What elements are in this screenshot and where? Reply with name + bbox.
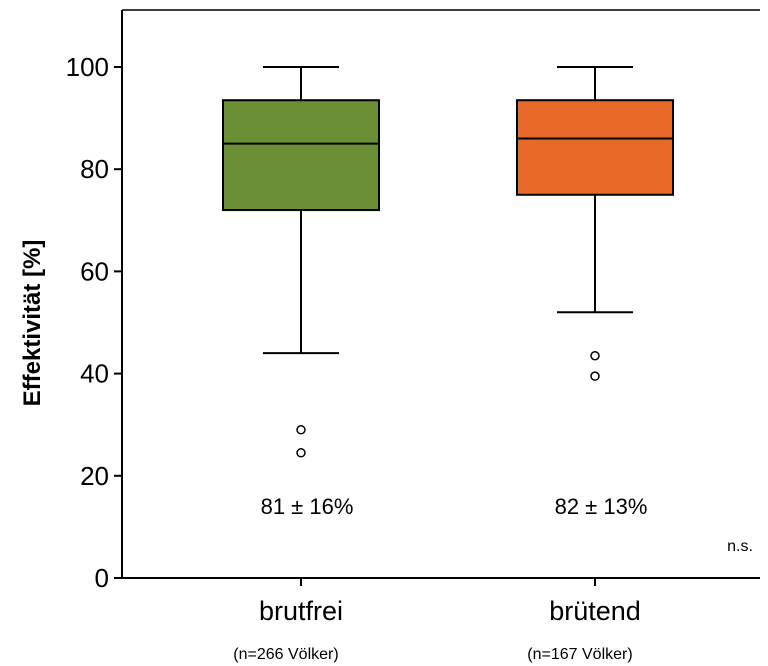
y-tick-label: 0 bbox=[95, 563, 109, 593]
box-2: 82 ± 13% bbox=[516, 66, 674, 519]
iqr-box bbox=[222, 99, 380, 212]
y-tick-label: 80 bbox=[80, 154, 109, 184]
x-category-label: brutfrei bbox=[259, 596, 343, 626]
boxes: 81 ± 16% 82 ± 13% bbox=[222, 66, 674, 519]
box-1: 81 ± 16% bbox=[222, 66, 380, 519]
x-axis: brutfrei (n=266 Völker) brütend (n=167 Völk… bbox=[233, 578, 641, 663]
outlier-point bbox=[590, 350, 600, 361]
outlier-point bbox=[296, 425, 306, 435]
x-sample-size-label: (n=266 Völker) bbox=[233, 646, 338, 663]
y-tick-label: 100 bbox=[66, 52, 109, 82]
x-sample-size-label: (n=167 Völker) bbox=[527, 646, 632, 663]
y-tick-label: 20 bbox=[80, 461, 109, 491]
y-tick-label: 60 bbox=[80, 256, 109, 286]
mean-sd-label: 81 ± 16% bbox=[261, 494, 354, 519]
mean-sd-label: 82 ± 13% bbox=[555, 494, 648, 519]
outlier-point bbox=[590, 371, 600, 381]
y-tick-label: 40 bbox=[80, 359, 109, 389]
iqr-box bbox=[516, 99, 674, 196]
x-category-label: brütend bbox=[549, 596, 641, 626]
plot-frame bbox=[121, 9, 760, 579]
significance-note: n.s. bbox=[727, 538, 753, 555]
y-axis-label: Effektivität [%] bbox=[19, 240, 46, 407]
outlier-point bbox=[296, 448, 306, 458]
y-axis: 0 20 40 60 80 100 bbox=[66, 52, 122, 593]
